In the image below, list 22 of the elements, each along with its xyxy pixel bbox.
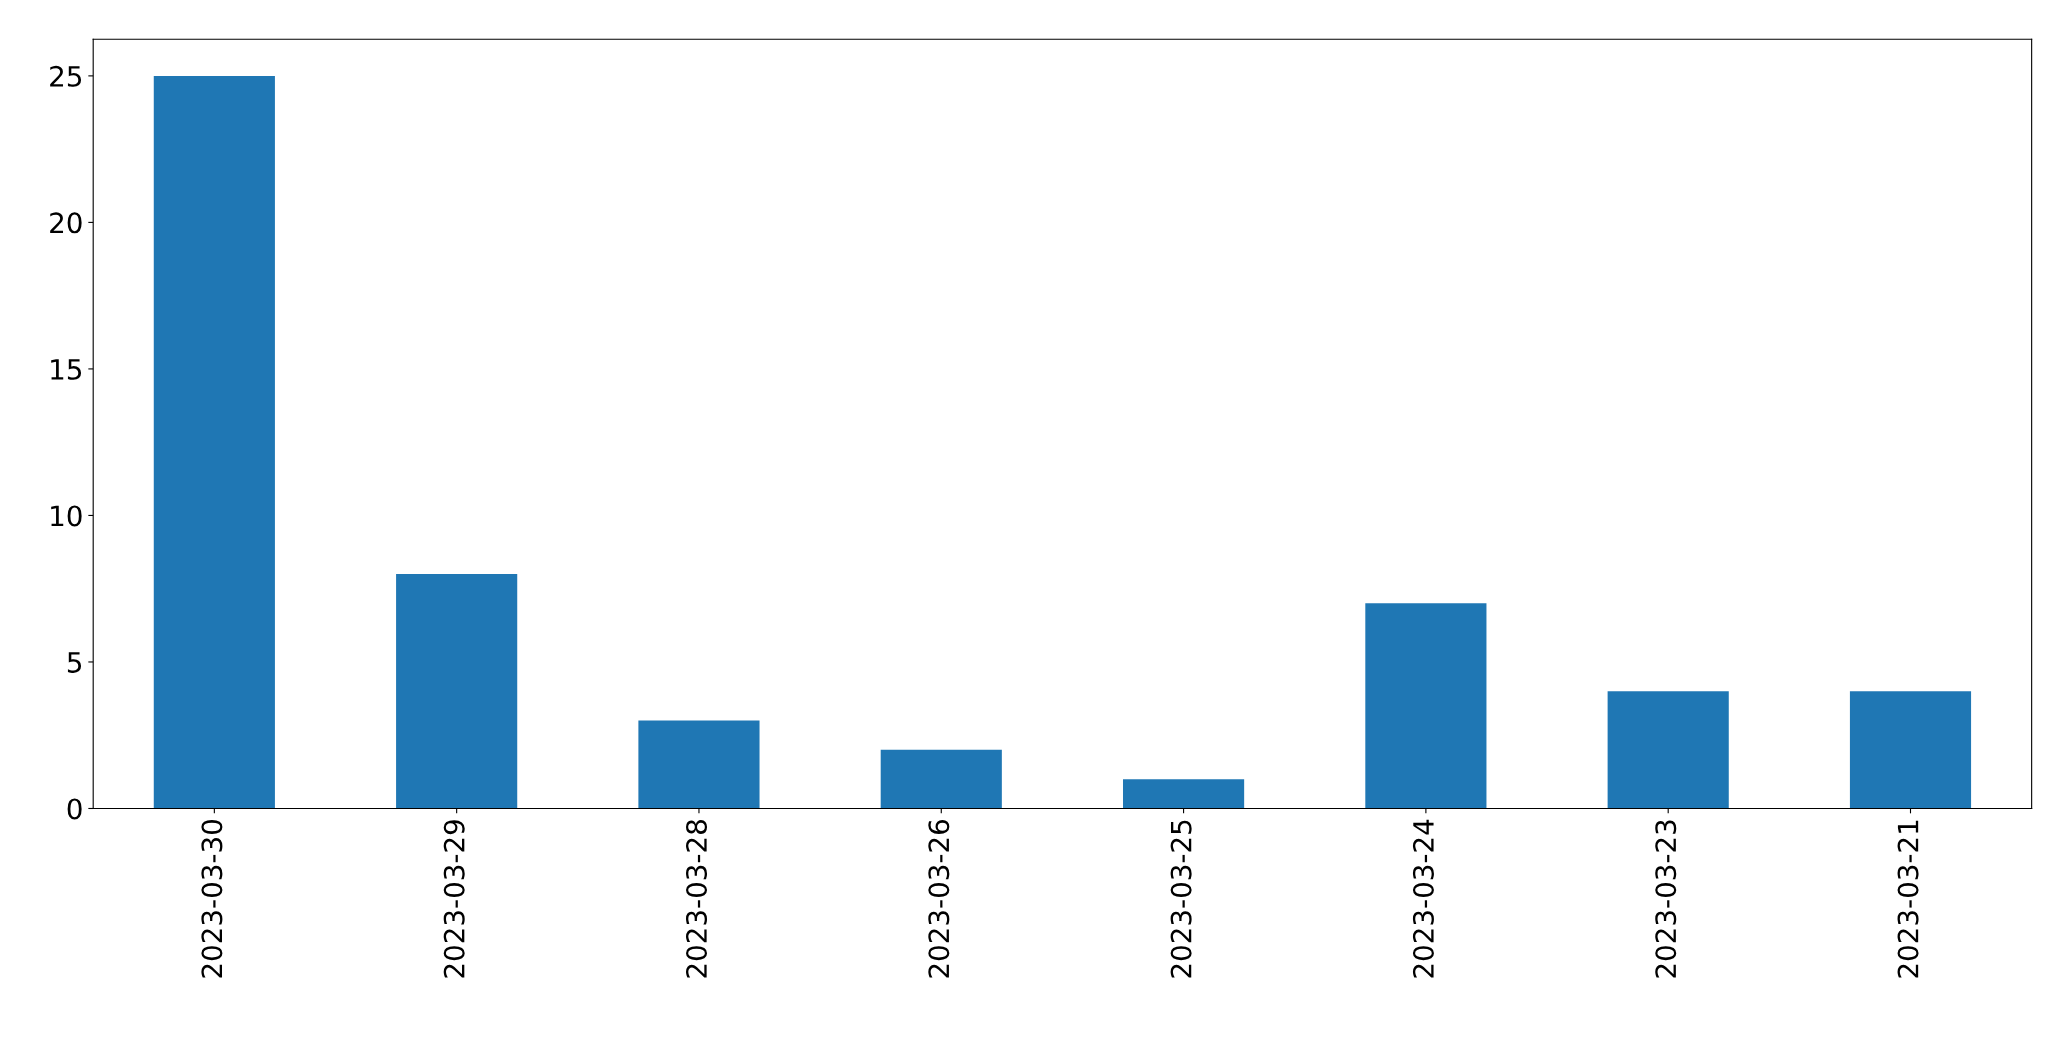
x-tick-label: 2023-03-30 — [201, 820, 223, 978]
y-tick-label: 20 — [50, 212, 82, 234]
y-tick-label: 15 — [51, 359, 82, 380]
bar — [153, 75, 275, 809]
bar — [396, 574, 518, 809]
x-tick-label: 2023-03-23 — [1655, 820, 1677, 978]
bar — [880, 749, 1002, 809]
x-tick-label: 2023-03-21 — [1897, 820, 1919, 978]
x-tick-label: 2023-03-24 — [1412, 819, 1434, 978]
bar — [1849, 691, 1972, 809]
x-tick-label: 2023-03-28 — [686, 820, 708, 978]
y-tick-label: 25 — [50, 65, 82, 87]
bar — [1607, 691, 1729, 809]
bar — [1365, 603, 1487, 809]
x-tick-label: 2023-03-29 — [443, 820, 465, 978]
y-tick-label: 10 — [51, 505, 82, 527]
x-tick-label: 2023-03-26 — [928, 819, 950, 978]
x-tick-label: 2023-03-25 — [1170, 820, 1192, 978]
bar — [1123, 779, 1245, 809]
y-tick-label: 5 — [67, 652, 82, 673]
bar — [638, 720, 760, 809]
y-tick-label: 0 — [67, 798, 82, 820]
